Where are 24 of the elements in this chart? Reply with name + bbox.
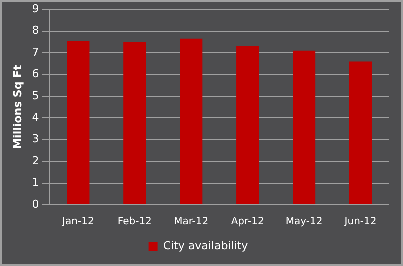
- x-tick-label: Apr-12: [231, 216, 264, 228]
- bar: [293, 50, 316, 204]
- x-tick-label: Jan-12: [62, 216, 94, 228]
- y-tick-label: 1: [32, 176, 40, 190]
- x-tick-label: Mar-12: [174, 216, 209, 228]
- y-tick-label: 6: [32, 68, 40, 81]
- y-tick-label: 7: [32, 46, 40, 59]
- bar: [180, 38, 203, 204]
- y-tick-label: 5: [32, 89, 40, 102]
- y-tick-label: 0: [32, 198, 40, 211]
- legend-label: City availability: [163, 239, 249, 252]
- y-tick-label: 4: [32, 111, 40, 124]
- bar: [236, 46, 260, 204]
- x-tick-label: Feb-12: [118, 216, 152, 228]
- bar: [67, 41, 90, 204]
- x-tick-label: May-12: [286, 216, 323, 228]
- y-tick-label: 2: [32, 154, 40, 168]
- y-tick-label: 3: [32, 132, 40, 146]
- y-axis-title: Millions Sq Ft: [11, 65, 24, 150]
- x-tick-label: Jun-12: [344, 216, 377, 228]
- y-tick-label: 8: [32, 24, 40, 38]
- bar: [124, 42, 146, 204]
- bar: [349, 62, 372, 204]
- y-tick-label: 9: [32, 2, 40, 16]
